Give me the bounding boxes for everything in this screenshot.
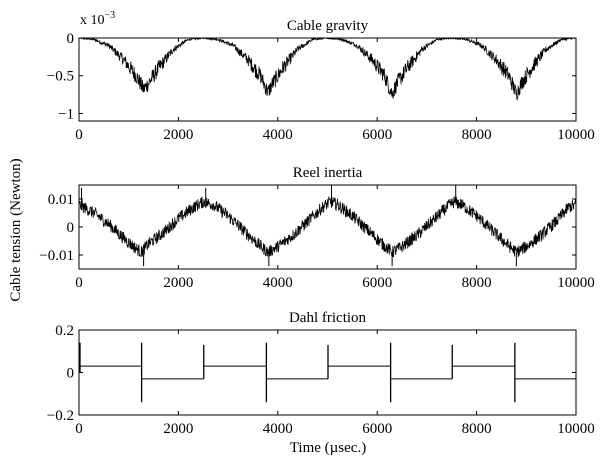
dahl-friction-x-tick-label-1: 2000 [163, 421, 193, 437]
dahl-friction-x-tick-label-5: 10000 [557, 421, 595, 437]
figure-xlabel: Time (µsec.) [290, 440, 366, 456]
cable-gravity-x-tick-label-1: 2000 [163, 127, 193, 143]
cable-gravity-series-line [79, 38, 576, 101]
reel-inertia-x-tick-label-0: 0 [75, 275, 83, 291]
dahl-friction-y-tick-label-2: −0.2 [47, 408, 74, 424]
reel-inertia-y-tick-label-0: 0.01 [48, 192, 74, 208]
dahl-friction-x-tick-label-0: 0 [75, 421, 83, 437]
cable-gravity-x-tick-label-2: 4000 [263, 127, 293, 143]
cable-gravity-y-scale-exponent: −3 [105, 10, 116, 21]
reel-inertia-title: Reel inertia [293, 165, 363, 181]
figure-ylabel: Cable tension (Newton) [8, 158, 24, 301]
cable-gravity-y-scale-factor: x 10−3 [80, 10, 115, 28]
panel-cable-gravity: Cable gravity 0 2000 4000 6000 8000 10000 0 −0.5… [47, 10, 595, 143]
dahl-friction-x-tick-label-3: 6000 [362, 421, 392, 437]
dahl-friction-y-tick-label-1: 0 [67, 366, 75, 382]
dahl-friction-y-tick-label-0: 0.2 [55, 323, 74, 339]
cable-gravity-y-scale-base: x 10 [80, 13, 105, 28]
reel-inertia-y-tick-label-2: −0.01 [39, 248, 74, 264]
reel-inertia-y-tick-label-1: 0 [67, 220, 75, 236]
cable-gravity-x-tick-label-5: 10000 [557, 127, 595, 143]
reel-inertia-x-tick-label-5: 10000 [557, 275, 595, 291]
dahl-friction-title: Dahl friction [289, 310, 367, 326]
dahl-friction-x-tick-label-4: 8000 [462, 421, 492, 437]
cable-gravity-y-tick-label-0: 0 [67, 31, 75, 47]
cable-gravity-x-tick-label-4: 8000 [462, 127, 492, 143]
reel-inertia-series-group [79, 185, 576, 267]
cable-gravity-title: Cable gravity [287, 18, 369, 34]
dahl-friction-x-tick-label-2: 4000 [263, 421, 293, 437]
reel-inertia-x-tick-label-1: 2000 [163, 275, 193, 291]
reel-inertia-series-line [79, 195, 576, 258]
cable-gravity-series-group [79, 38, 576, 101]
reel-inertia-axes-box [78, 184, 577, 270]
cable-gravity-y-tick-label-1: −0.5 [47, 69, 74, 85]
dahl-friction-series-group [79, 342, 576, 403]
reel-inertia-x-tick-label-4: 8000 [462, 275, 492, 291]
reel-inertia-x-tick-label-3: 6000 [362, 275, 392, 291]
cable-gravity-x-tick-label-0: 0 [75, 127, 83, 143]
cable-gravity-axes-box [78, 37, 577, 122]
cable-gravity-x-tick-label-3: 6000 [362, 127, 392, 143]
cable-gravity-y-tick-label-2: −1 [58, 106, 74, 122]
reel-inertia-x-tick-label-2: 4000 [263, 275, 293, 291]
